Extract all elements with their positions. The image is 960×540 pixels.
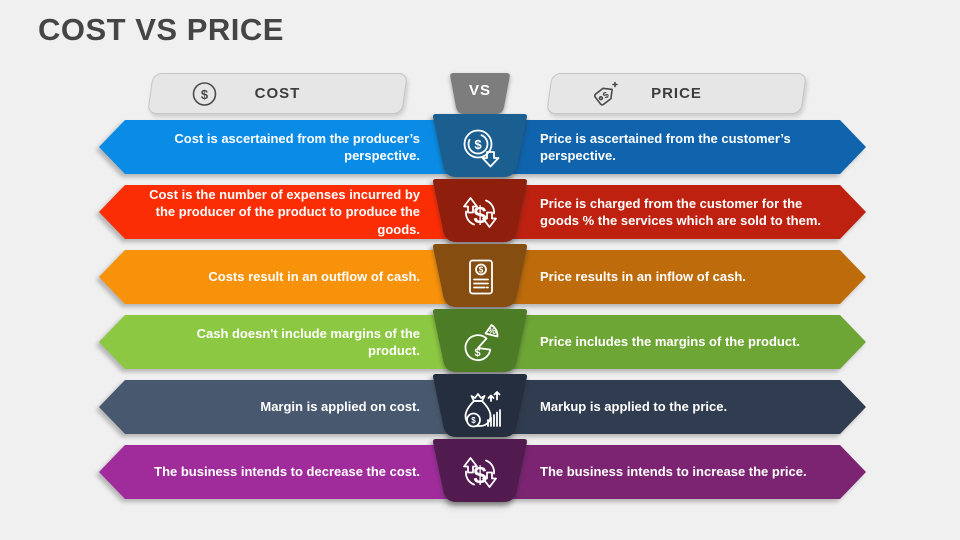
cost-text-5: Margin is applied on cost. (260, 399, 420, 415)
cost-text-6: The business intends to decrease the cos… (154, 464, 420, 480)
price-cell-1: Price is ascertained from the customer’s… (480, 120, 866, 174)
comparison-row-1: Cost is ascertained from the producer’s … (99, 114, 866, 177)
dollar-coin-icon: $ (192, 81, 217, 106)
cost-text-3: Costs result in an outflow of cash. (208, 269, 420, 285)
cost-cell-4: Cash doesn't include margins of the prod… (99, 315, 480, 369)
price-cell-2: Price is charged from the customer for t… (480, 185, 866, 239)
comparison-row-6: The business intends to decrease the cos… (99, 439, 866, 502)
row-3-icon-badge: $ (432, 244, 528, 308)
svg-text:%: % (488, 326, 496, 336)
trapezoid-shape (432, 374, 528, 437)
price-text-2: Price is charged from the customer for t… (540, 195, 822, 228)
svg-text:$: $ (474, 347, 480, 359)
price-header-label: PRICE (651, 85, 702, 102)
trapezoid-shape (432, 439, 528, 502)
price-cell-6: The business intends to increase the pri… (480, 445, 866, 499)
comparison-row-4: Cash doesn't include margins of the prod… (99, 309, 866, 372)
vs-badge: VS (449, 73, 511, 114)
svg-text:$: $ (473, 462, 487, 489)
cost-cell-3: Costs result in an outflow of cash. (99, 250, 480, 304)
comparison-row-5: Margin is applied on cost. Markup is app… (99, 374, 866, 437)
price-cell-3: Price results in an inflow of cash. (480, 250, 866, 304)
invoice-dollar-icon: $ (457, 254, 503, 300)
price-text-4: Price includes the margins of the produc… (540, 334, 801, 350)
svg-text:$: $ (601, 89, 611, 100)
vs-trapezoid (450, 73, 510, 114)
price-text-5: Markup is applied to the price. (540, 399, 728, 415)
page-title: COST VS PRICE (38, 12, 284, 47)
trapezoid-shape (432, 309, 528, 372)
dollar-exchange-arrows-icon: $ (457, 449, 503, 489)
cost-cell-1: Cost is ascertained from the producer’s … (99, 120, 480, 174)
trapezoid-shape (432, 244, 528, 307)
comparison-row-3: Costs result in an outflow of cash. Pric… (99, 244, 866, 307)
price-header: $ PRICE (546, 73, 807, 114)
svg-text:$: $ (471, 416, 476, 425)
price-tag-icon: $ (593, 81, 618, 106)
cost-cell-2: Cost is the number of expenses incurred … (99, 185, 480, 239)
vs-label: VS (468, 82, 491, 99)
cost-text-2: Cost is the number of expenses incurred … (149, 187, 420, 237)
svg-text:$: $ (201, 87, 209, 102)
price-text-6: The business intends to increase the pri… (540, 464, 807, 480)
svg-text:$: $ (479, 266, 484, 275)
trapezoid-shape (432, 114, 528, 177)
price-cell-4: Price includes the margins of the produc… (480, 315, 866, 369)
cost-cell-6: The business intends to decrease the cos… (99, 445, 480, 499)
row-4-icon-badge: % $ (432, 309, 528, 373)
cost-cell-5: Margin is applied on cost. (99, 380, 480, 434)
pie-chart-percent-dollar-icon: % $ (457, 319, 503, 365)
price-text-3: Price results in an inflow of cash. (540, 269, 746, 285)
comparison-row-2: Cost is the number of expenses incurred … (99, 179, 866, 242)
cost-text-1: Cost is ascertained from the producer’s … (174, 130, 420, 163)
cost-header-content: $ COST (151, 74, 404, 113)
row-2-icon-badge: $ (432, 179, 528, 243)
price-header-content: $ PRICE (550, 74, 803, 113)
svg-text:$: $ (473, 202, 487, 229)
cost-text-4: Cash doesn't include margins of the prod… (196, 325, 420, 358)
row-1-icon-badge: $ (432, 114, 528, 178)
svg-text:$: $ (474, 137, 482, 152)
row-6-icon-badge: $ (432, 439, 528, 503)
price-text-1: Price is ascertained from the customer’s… (540, 130, 791, 163)
dollar-coin-down-arrow-icon: $ (457, 124, 503, 170)
price-cell-5: Markup is applied to the price. (480, 380, 866, 434)
row-5-icon-badge: $ (432, 374, 528, 438)
dollar-exchange-arrows-icon: $ (457, 189, 503, 229)
money-bag-growth-icon: $ (457, 384, 503, 430)
trapezoid-shape (432, 179, 528, 242)
cost-header-label: COST (254, 85, 301, 102)
cost-header: $ COST (147, 73, 408, 114)
